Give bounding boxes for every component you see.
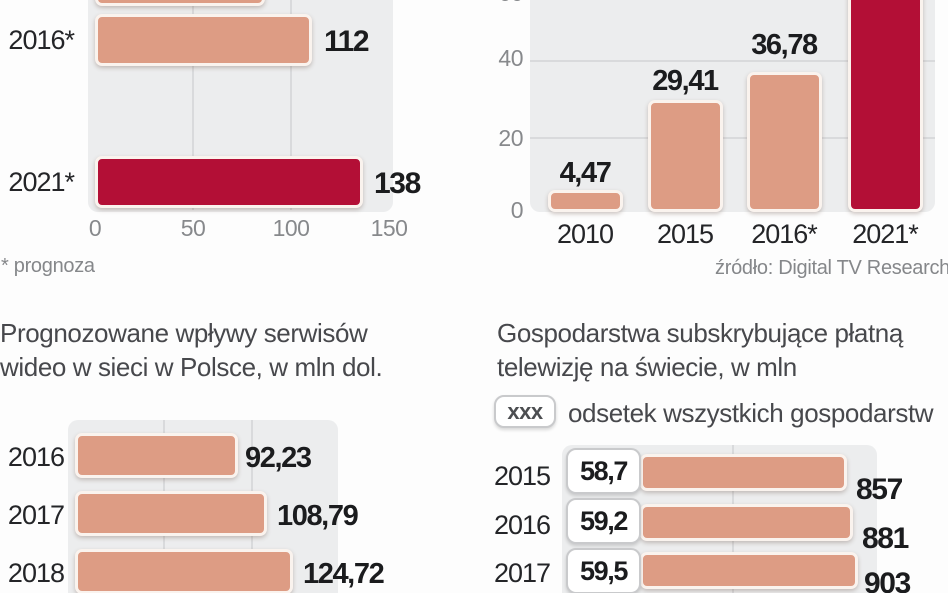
value-label: 138 [374, 167, 421, 200]
value-label: 108,79 [277, 500, 359, 532]
source-credit: źródło: Digital TV Research [715, 257, 948, 279]
x-tick: 100 [272, 215, 310, 241]
x-tick: 50 [180, 215, 206, 241]
chart-title-line2: wideo w sieci w Polsce, w mln dol. [0, 352, 383, 382]
legend-label: odsetek wszystkich gospodarstw [568, 398, 934, 428]
percent-value: 58,7 [580, 455, 628, 486]
bar-clipped-top [95, 0, 265, 6]
category-label: 2016 [7, 442, 65, 472]
legend-badge: xxx [494, 395, 556, 428]
footnote: * prognoza [1, 255, 95, 277]
bar-2015 [648, 100, 723, 212]
gridline [290, 0, 292, 210]
bar-2017 [640, 552, 858, 589]
value-label: 903 [864, 567, 911, 593]
bar-2016 [95, 14, 312, 66]
percent-value: 59,5 [580, 555, 628, 586]
gridline [192, 0, 194, 210]
y-tick: 40 [498, 45, 523, 71]
bar-2015 [640, 454, 847, 491]
bar-2016 [640, 504, 853, 541]
value-label: 36,78 [751, 29, 818, 61]
category-label: 2015 [656, 219, 714, 249]
bar-2016 [747, 72, 822, 212]
bar-2017 [75, 491, 267, 536]
percent-badge: 59,5 [566, 548, 641, 593]
category-label: 2017 [7, 500, 65, 530]
legend-badge-label: xxx [507, 398, 543, 424]
category-label: 2016* [8, 25, 75, 55]
chart-title-line1: Prognozowane wpływy serwisów [0, 318, 368, 348]
category-label: 2010 [556, 219, 614, 249]
x-tick: 150 [370, 215, 408, 241]
value-label: 857 [856, 473, 903, 506]
gridline [530, 60, 935, 62]
value-label: 92,23 [245, 442, 312, 474]
y-tick-clipped: 60 [483, 0, 523, 5]
y-tick: 0 [510, 197, 524, 223]
percent-badge: 58,7 [566, 448, 641, 494]
value-label: 124,72 [303, 558, 385, 590]
bar-2021 [95, 156, 363, 208]
x-tick: 0 [88, 215, 102, 241]
gridline [530, 137, 935, 139]
value-label: 881 [862, 522, 909, 555]
category-label: 2016* [751, 219, 818, 249]
value-label: 4,47 [559, 157, 612, 189]
chart-title-line2: telewizję na świecie, w mln [497, 352, 797, 382]
category-label: 2018 [7, 558, 65, 588]
bar-2021-clipped [848, 0, 923, 212]
category-label: 2015 [494, 461, 551, 491]
category-label: 2017 [494, 558, 551, 588]
category-label: 2021* [852, 219, 919, 249]
percent-value: 59,2 [580, 505, 628, 536]
category-label: 2016 [494, 510, 551, 540]
value-label: 112 [324, 25, 370, 58]
bar-2016 [75, 433, 238, 478]
bar-2018 [75, 549, 293, 593]
y-tick: 20 [498, 125, 523, 151]
category-label: 2021* [8, 167, 75, 197]
chart-title-line1: Gospodarstwa subskrybujące płatną [497, 318, 903, 348]
bar-2010 [548, 190, 623, 212]
percent-badge: 59,2 [566, 498, 641, 544]
value-label: 29,41 [652, 65, 719, 97]
